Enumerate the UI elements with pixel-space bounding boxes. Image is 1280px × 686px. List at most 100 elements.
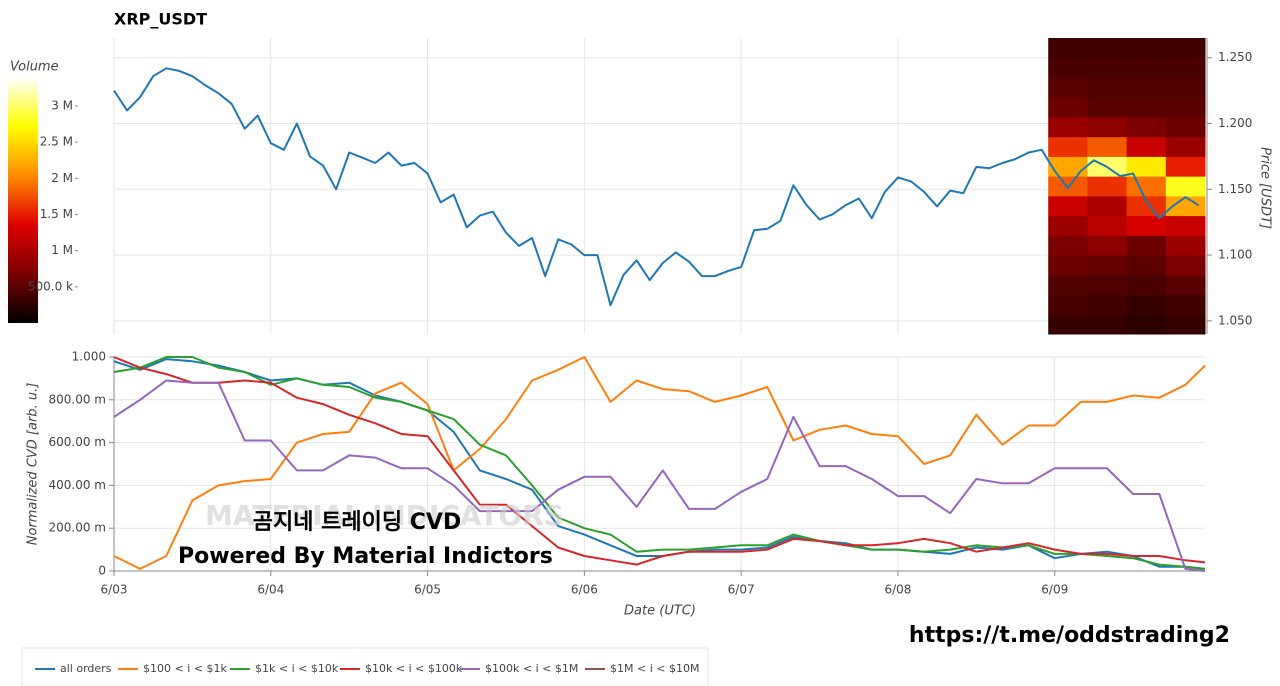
legend-label: $1M < i < $10M <box>610 662 699 675</box>
heatmap-cell <box>1087 314 1128 335</box>
colorbar-tick-label: 1.5 M <box>40 207 73 221</box>
x-tick-label: 6/06 <box>571 583 598 597</box>
watermark: MATERIAL INDICATORS <box>205 499 564 532</box>
y-tick-label: 600.00 m <box>49 435 107 449</box>
y-tick-label: 800.00 m <box>49 392 107 406</box>
heatmap-cell <box>1087 195 1128 217</box>
heatmap-cell <box>1126 57 1167 78</box>
heatmap-cell <box>1165 235 1206 256</box>
heatmap-cell <box>1165 116 1206 138</box>
series-line <box>113 379 1206 572</box>
credit: Powered By Material Indictors <box>178 544 553 569</box>
y-tick-label: 1.200 <box>1218 116 1252 130</box>
heatmap-cell <box>1087 274 1128 296</box>
colorbar-tick-label: 2 M <box>51 171 73 185</box>
heatmap-cell <box>1048 116 1088 138</box>
heatmap-cell <box>1126 38 1167 59</box>
x-tick-label: 6/08 <box>884 583 911 597</box>
colorbar-title: Volume <box>10 60 59 75</box>
y-tick-label: 0 <box>98 564 106 578</box>
heatmap-cell <box>1048 215 1088 236</box>
heatmap-cell <box>1165 176 1206 197</box>
series-line <box>113 358 1206 570</box>
heatmap-cell <box>1126 116 1167 138</box>
heatmap-cell <box>1087 116 1128 138</box>
legend-label: $10k < i < $100k <box>365 662 463 675</box>
colorbar-tick-label: 3 M <box>51 98 73 112</box>
heatmap-cell <box>1165 97 1206 118</box>
heatmap-cell <box>1126 294 1167 315</box>
x-axis-label: Date (UTC) <box>624 604 696 619</box>
heatmap-cell <box>1048 77 1088 98</box>
heatmap-cell <box>1126 255 1167 276</box>
y-tick-label: 1.050 <box>1218 313 1252 327</box>
heatmap-cell <box>1048 156 1088 177</box>
legend-label: $100 < i < $1k <box>143 662 227 675</box>
heatmap-cell <box>1126 136 1167 157</box>
y-tick-label: 200.00 m <box>49 521 107 535</box>
heatmap-cell <box>1087 215 1128 236</box>
heatmap-cell <box>1048 38 1088 59</box>
heatmap-cell <box>1087 176 1128 197</box>
heatmap-cell <box>1165 136 1206 157</box>
y-tick-label: 1.000 <box>72 350 106 364</box>
y-tick-label: 400.00 m <box>49 478 107 492</box>
y-tick-label: 1.100 <box>1218 248 1252 262</box>
heatmap-cell <box>1048 274 1088 296</box>
price-line <box>113 67 1200 307</box>
y-tick-label: 1.150 <box>1218 182 1252 196</box>
plots: 500.0 k 1 M 1.5 M 2 M 2.5 M 3 M 1.050 1.100 1.15… <box>8 38 1252 675</box>
x-tick-label: 6/04 <box>257 583 284 597</box>
heatmap-cell <box>1165 314 1206 335</box>
legend-label: $1k < i < $10k <box>255 662 339 675</box>
y-axis-label: Price [USDT] <box>1258 147 1273 229</box>
series-line <box>113 356 1206 566</box>
heatmap-cell <box>1126 156 1167 177</box>
y-axis-label: Normalized CVD [arb. u.] <box>26 383 41 546</box>
heatmap-cell <box>1165 195 1206 217</box>
heatmap-cell <box>1087 294 1128 315</box>
heatmap-cell <box>1126 274 1167 296</box>
heatmap-cell <box>1126 195 1167 217</box>
x-tick-label: 6/05 <box>414 583 441 597</box>
heatmap-cell <box>1048 136 1088 157</box>
heatmap-cell <box>1087 77 1128 98</box>
heatmap-cell <box>1165 294 1206 315</box>
headline: 곰지네 트레이딩 CVD <box>253 510 461 535</box>
heatmap-cell <box>1087 235 1128 256</box>
heatmap-cell <box>1087 57 1128 78</box>
legend-box <box>21 647 709 686</box>
heatmap-cell <box>1126 314 1167 335</box>
colorbar-tick-label: 500.0 k <box>28 279 73 293</box>
legend-label: all orders <box>60 662 112 675</box>
heatmap-cell <box>1048 235 1088 256</box>
x-tick-label: 6/09 <box>1041 583 1068 597</box>
series-line <box>113 356 1206 570</box>
heatmap-cell <box>1048 97 1088 118</box>
legend-label: $100k < i < $1M <box>485 662 578 675</box>
heatmap-cell <box>1165 274 1206 296</box>
colorbar-tick-label: 2.5 M <box>40 135 73 149</box>
heatmap-cell <box>1165 156 1206 177</box>
heatmap-cell <box>1165 255 1206 276</box>
heatmap-cell <box>1165 57 1206 78</box>
series-line <box>113 356 1206 570</box>
heatmap-cell <box>1048 57 1088 78</box>
heatmap-cell <box>1087 97 1128 118</box>
y-tick-label: 1.250 <box>1218 50 1252 64</box>
heatmap-cell <box>1087 136 1128 157</box>
heatmap-cell <box>1126 77 1167 98</box>
heatmap-cell <box>1126 215 1167 236</box>
heatmap-cell <box>1165 215 1206 236</box>
x-tick-label: 6/03 <box>101 583 128 597</box>
heatmap-cell <box>1048 195 1088 217</box>
heatmap-cell <box>1087 255 1128 276</box>
colorbar-tick-label: 1 M <box>51 243 73 257</box>
chart-title: XRP_USDT <box>114 10 207 29</box>
heatmap-cell <box>1048 294 1088 315</box>
colorbar <box>8 77 38 323</box>
heatmap-cell <box>1126 235 1167 256</box>
heatmap-cell <box>1048 314 1088 335</box>
heatmap-cell <box>1165 38 1206 59</box>
